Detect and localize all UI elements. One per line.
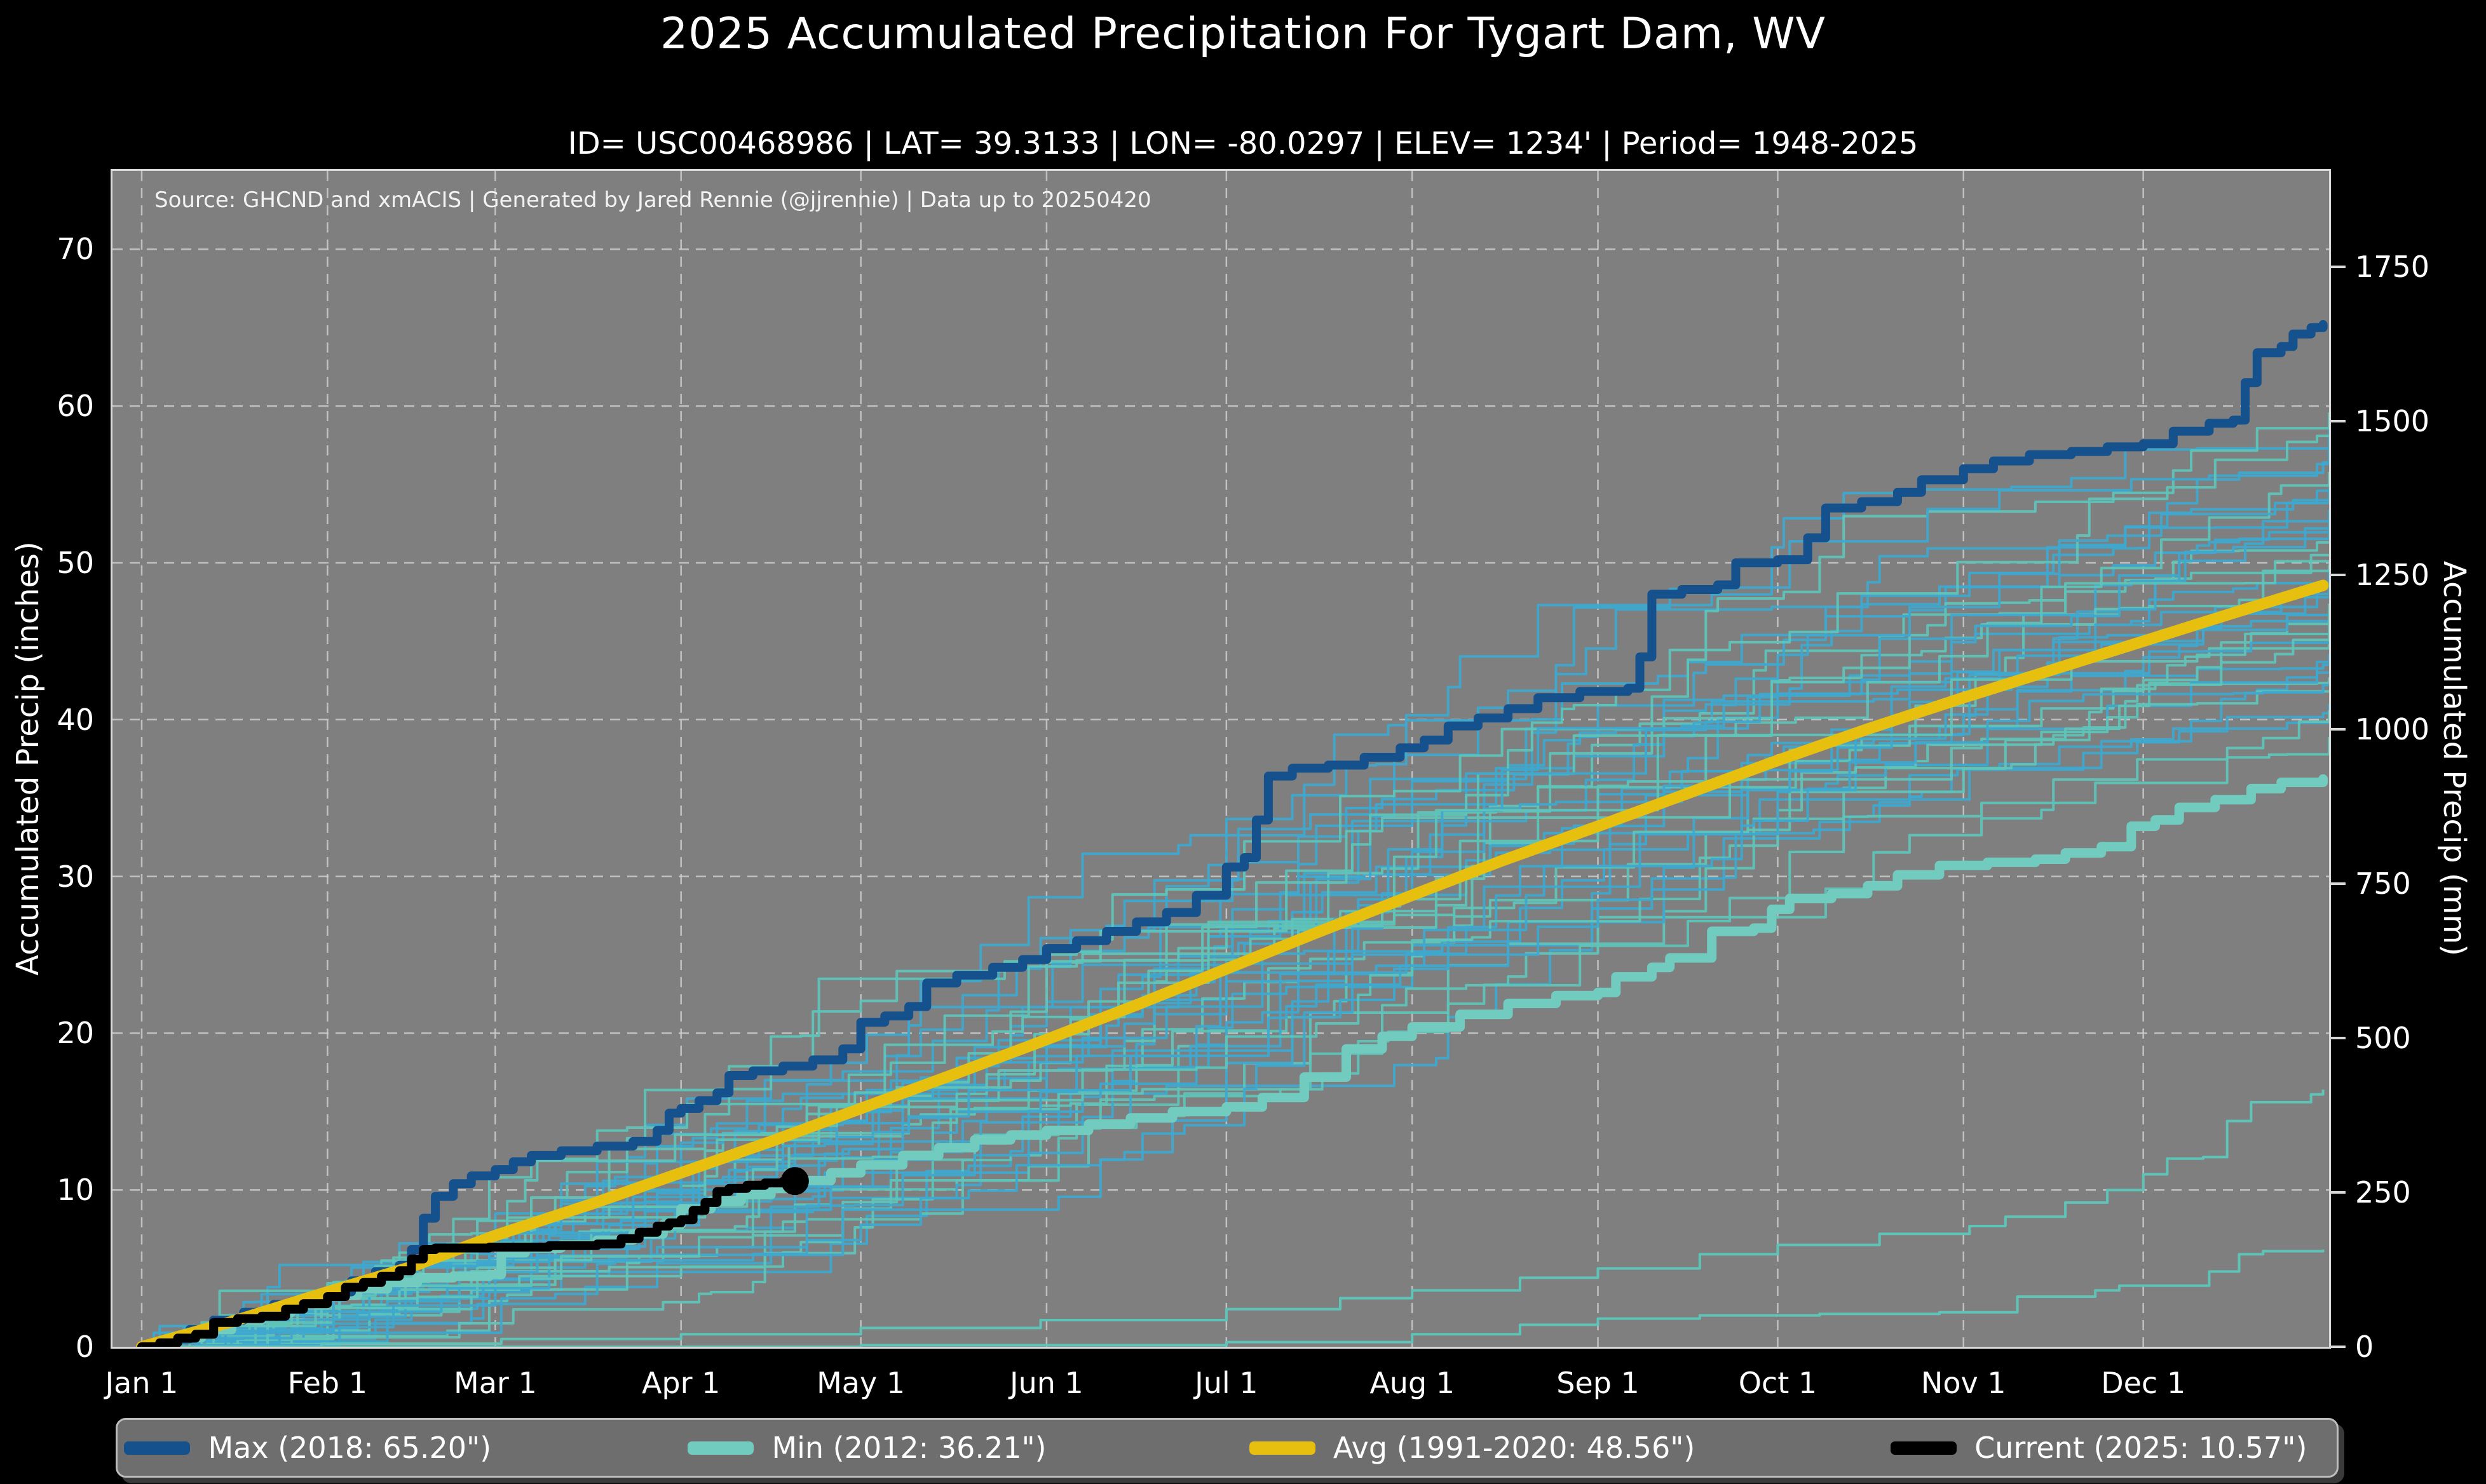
historical-year-line (142, 462, 2329, 1347)
y-tick-left: 20 (57, 1016, 94, 1051)
plot-area: Source: GHCND and xmACIS | Generated by … (111, 169, 2331, 1349)
legend-item-2: Avg (1991-2020: 48.56") (1249, 1420, 1695, 1476)
historical-year-line (142, 736, 2329, 1347)
historical-year-line (142, 518, 2329, 1347)
y-tick-right: 1000 (2355, 712, 2430, 747)
legend-item-0: Max (2018: 65.20") (124, 1420, 491, 1476)
historical-year-line (142, 684, 2329, 1347)
y-tick-left: 0 (75, 1330, 94, 1364)
x-tick-oct-1: Oct 1 (1738, 1366, 1817, 1400)
legend-label: Max (2018: 65.20") (208, 1431, 492, 1465)
max-line (137, 320, 2328, 1347)
historical-year-line (142, 604, 2329, 1347)
y-tick-right: 500 (2355, 1021, 2411, 1056)
right-axis-tickmark (2329, 1037, 2346, 1040)
x-tick-jul-1: Jul 1 (1195, 1366, 1258, 1400)
legend-swatch-icon (1249, 1441, 1315, 1455)
legend-item-1: Min (2012: 36.21") (688, 1420, 1047, 1476)
historical-year-line-outlier (142, 1250, 2325, 1347)
historical-year-line (142, 450, 2329, 1347)
legend: Max (2018: 65.20") Min (2012: 36.21") Avg … (116, 1418, 2339, 1478)
y-tick-right: 1250 (2355, 558, 2430, 593)
chart-subtitle: ID= USC00468986 | LAT= 39.3133 | LON= -8… (567, 126, 1919, 161)
historical-year-line (142, 533, 2329, 1347)
current-end-dot (780, 1167, 809, 1196)
historical-year-line (142, 509, 2329, 1347)
historical-year-line (142, 588, 2329, 1347)
x-tick-jun-1: Jun 1 (1010, 1366, 1083, 1400)
y-tick-right: 1500 (2355, 403, 2430, 438)
current-line (137, 1177, 799, 1347)
right-axis-tickmark (2329, 882, 2346, 886)
avg-line (136, 579, 2329, 1347)
historical-year-line-outlier (142, 1089, 2325, 1347)
source-note: Source: GHCND and xmACIS | Generated by … (154, 187, 1151, 213)
x-tick-jan-1: Jan 1 (105, 1366, 179, 1400)
y-tick-left: 30 (57, 859, 94, 894)
x-tick-aug-1: Aug 1 (1369, 1366, 1455, 1400)
y-tick-right: 750 (2355, 867, 2411, 901)
y-tick-left: 70 (57, 232, 94, 267)
chart-plot-svg (112, 171, 2329, 1347)
legend-label: Min (2012: 36.21") (771, 1431, 1047, 1465)
historical-year-line (142, 616, 2329, 1347)
x-tick-apr-1: Apr 1 (641, 1366, 721, 1400)
y-tick-left: 40 (57, 702, 94, 737)
y-tick-right: 0 (2355, 1330, 2374, 1364)
historical-year-line (142, 623, 2329, 1347)
legend-label: Avg (1991-2020: 48.56") (1333, 1431, 1695, 1465)
legend-label: Current (2025: 10.57") (1974, 1431, 2307, 1465)
y-tick-left: 60 (57, 389, 94, 424)
x-tick-feb-1: Feb 1 (287, 1366, 367, 1400)
right-axis-tickmark (2329, 574, 2346, 577)
right-axis-tickmark (2329, 419, 2346, 422)
y-tick-right: 1750 (2355, 249, 2430, 284)
x-tick-dec-1: Dec 1 (2101, 1366, 2186, 1400)
y-tick-left: 50 (57, 546, 94, 580)
y-axis-label-left: Accumulated Precip (inches) (10, 541, 46, 976)
right-axis-tickmark (2329, 1191, 2346, 1194)
min-line (137, 774, 2328, 1347)
x-tick-mar-1: Mar 1 (454, 1366, 537, 1400)
right-axis-tickmark (2329, 1346, 2346, 1348)
legend-item-3: Current (2025: 10.57") (1891, 1420, 2307, 1476)
right-axis-tickmark (2329, 265, 2346, 268)
y-tick-right: 250 (2355, 1175, 2411, 1210)
x-tick-nov-1: Nov 1 (1920, 1366, 2006, 1400)
legend-swatch-icon (1891, 1441, 1957, 1455)
x-tick-sep-1: Sep 1 (1556, 1366, 1640, 1400)
legend-swatch-icon (124, 1441, 191, 1455)
right-axis-tickmark (2329, 728, 2346, 731)
x-tick-may-1: May 1 (817, 1366, 906, 1400)
chart-title: 2025 Accumulated Precipitation For Tygar… (660, 9, 1826, 59)
y-tick-left: 10 (57, 1173, 94, 1208)
legend-swatch-icon (688, 1441, 754, 1455)
